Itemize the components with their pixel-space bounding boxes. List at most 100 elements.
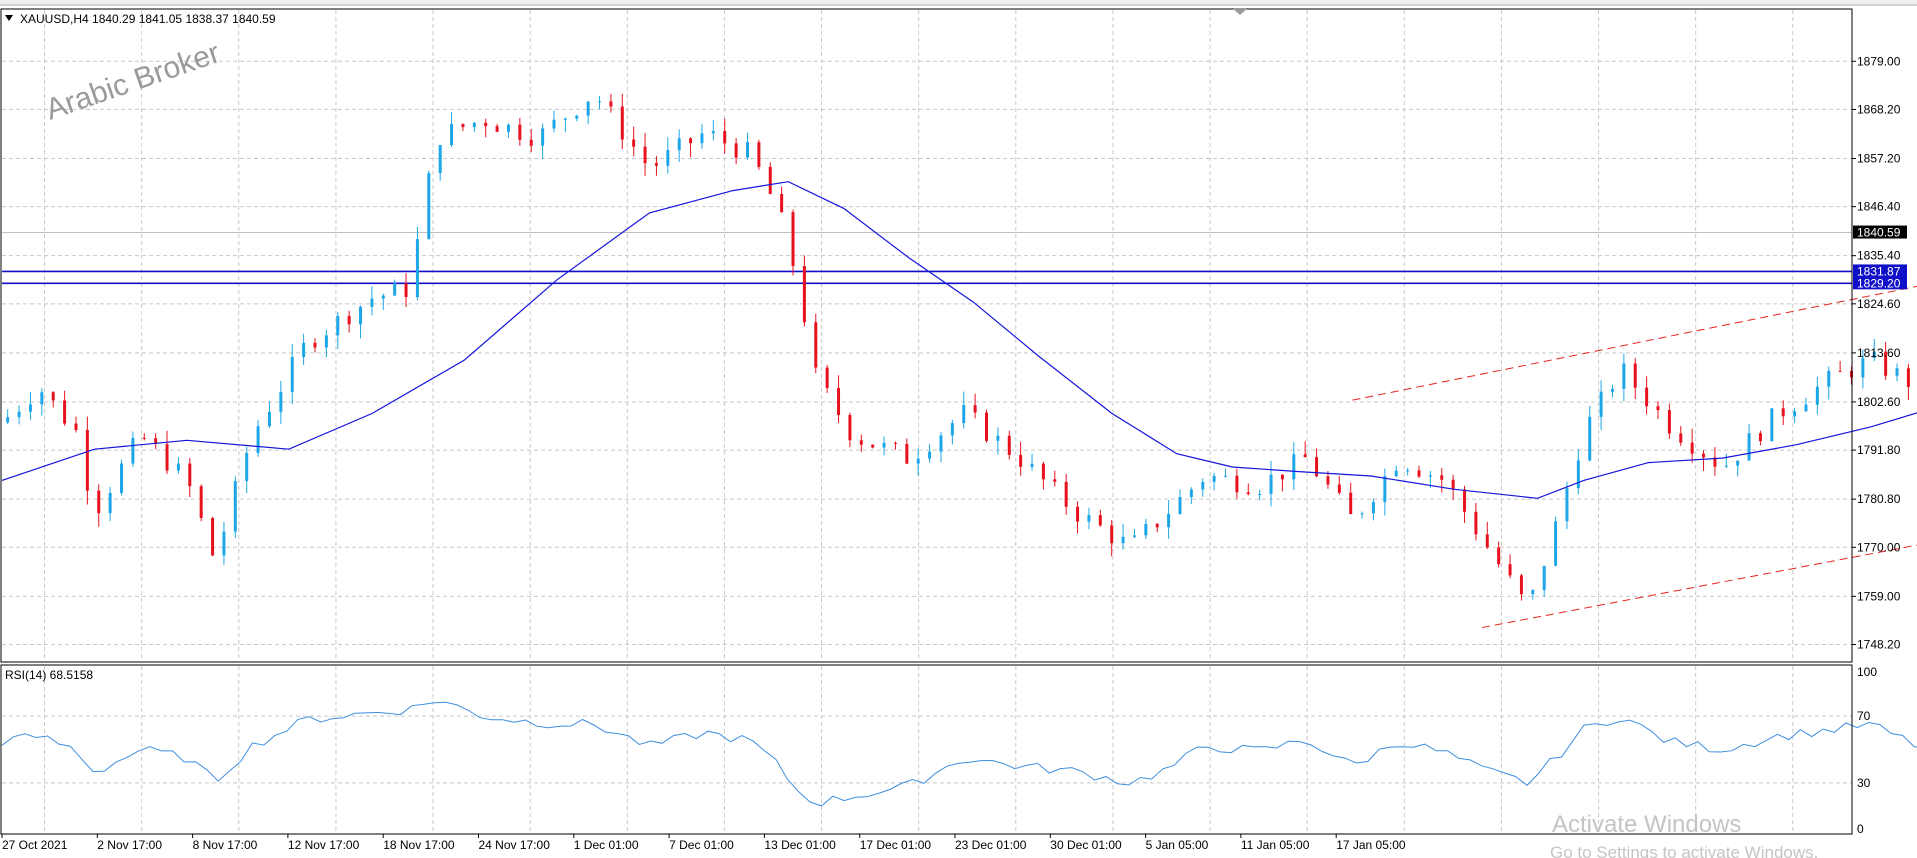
time-axis: 27 Oct 2021 2 Nov 17:00 8 Nov 17:00 12 Nov … xyxy=(1,834,1406,852)
price-axis-label: 1846.40 xyxy=(1857,200,1901,214)
candle-body xyxy=(939,435,943,452)
candle-body xyxy=(1622,363,1626,389)
candle-body xyxy=(245,452,249,482)
price-axis-label: 1759.00 xyxy=(1857,589,1901,603)
candle-body xyxy=(950,423,954,436)
candle-body xyxy=(1451,479,1455,490)
candle-body xyxy=(1371,502,1375,514)
candle-body xyxy=(51,392,55,401)
current-price-badge-bg xyxy=(1853,225,1907,239)
candle-body xyxy=(1303,454,1307,458)
price-axis-label: 1780.80 xyxy=(1857,492,1901,506)
rsi-layer xyxy=(1,701,1917,807)
candle-body xyxy=(1155,523,1159,528)
candle-body xyxy=(1679,433,1683,443)
price-axis-label: 1868.20 xyxy=(1857,102,1901,116)
candle-body xyxy=(359,306,363,325)
candle-body xyxy=(302,342,306,358)
candle-body xyxy=(552,119,556,129)
activate-windows-subtitle: Go to Settings to activate Windows. xyxy=(1550,843,1818,858)
candle-body xyxy=(1702,453,1706,458)
candle-body xyxy=(791,212,795,267)
candle-body xyxy=(848,415,852,441)
time-axis-label: 1 Dec 01:00 xyxy=(574,838,639,852)
candle-body xyxy=(1178,497,1182,514)
candle-body xyxy=(1531,590,1535,595)
price-axis-label: 1857.20 xyxy=(1857,151,1901,165)
time-axis-label: 5 Jan 05:00 xyxy=(1146,838,1209,852)
candle-body xyxy=(1076,506,1080,522)
candle-body xyxy=(1497,547,1501,565)
price-axis-label: 1802.60 xyxy=(1857,395,1901,409)
candle-body xyxy=(1246,492,1250,495)
candle-body xyxy=(563,118,567,120)
candle-body xyxy=(1019,454,1023,467)
candle-body xyxy=(780,193,784,213)
time-axis-label: 17 Dec 01:00 xyxy=(860,838,932,852)
rsi-axis-label: 100 xyxy=(1857,665,1877,679)
price-axis: 1879.00 1868.20 1857.20 1846.40 1835.40 1824.… xyxy=(1852,54,1901,652)
candle-body xyxy=(1383,476,1387,503)
candle-body xyxy=(1132,535,1136,537)
candle-body xyxy=(233,481,237,532)
candle-body xyxy=(529,139,533,146)
price-axis-label: 1879.00 xyxy=(1857,54,1901,68)
candle-body xyxy=(928,451,932,459)
candle-body xyxy=(1724,465,1728,467)
candle-body xyxy=(985,412,989,441)
candle-body xyxy=(757,142,761,167)
time-axis-label: 30 Dec 01:00 xyxy=(1050,838,1122,852)
candle-body xyxy=(131,437,135,464)
candle-body xyxy=(802,266,806,323)
candle-body xyxy=(1610,388,1614,392)
time-axis-label: 8 Nov 17:00 xyxy=(193,838,258,852)
candle-body xyxy=(1656,406,1660,411)
time-axis-label: 18 Nov 17:00 xyxy=(383,838,455,852)
moving-average-line xyxy=(1,181,1917,499)
time-axis-label: 27 Oct 2021 xyxy=(2,838,68,852)
candle-body xyxy=(1417,470,1421,477)
candle-body xyxy=(1315,457,1319,477)
time-axis-label: 24 Nov 17:00 xyxy=(479,838,551,852)
candle-body xyxy=(518,124,522,140)
price-panel-frame xyxy=(0,8,1853,663)
candle-body xyxy=(1872,351,1876,358)
candle-body xyxy=(199,486,203,519)
candle-body xyxy=(1542,565,1546,591)
candle-body xyxy=(677,138,681,151)
chart-menu-triangle-icon[interactable] xyxy=(5,15,13,21)
candle-body xyxy=(1645,387,1649,407)
candle-body xyxy=(1167,513,1171,528)
candle-body xyxy=(438,145,442,174)
candle-body xyxy=(916,458,920,464)
candle-body xyxy=(1440,475,1444,480)
candle-body xyxy=(404,283,408,298)
candle-body xyxy=(1292,454,1296,480)
candle-body xyxy=(689,138,693,144)
price-axis-label: 1835.40 xyxy=(1857,249,1901,263)
candle-body xyxy=(1554,521,1558,566)
candle-body xyxy=(1667,410,1671,434)
trend-line[interactable] xyxy=(1352,0,1917,401)
candle-body xyxy=(1827,370,1831,387)
candle-body xyxy=(541,128,545,146)
candle-body xyxy=(1508,564,1512,576)
candle-body xyxy=(74,423,78,430)
candle-body xyxy=(1053,479,1057,482)
chevron-down-icon[interactable] xyxy=(1232,8,1248,15)
trend-lines xyxy=(1352,0,1917,629)
candle-body xyxy=(768,166,772,194)
candle-body xyxy=(1189,489,1193,498)
candle-body xyxy=(1736,460,1740,466)
candle-body xyxy=(643,146,647,164)
candle-body xyxy=(176,463,180,471)
candle-body xyxy=(1406,470,1410,472)
candle-body xyxy=(723,131,727,144)
candle-body xyxy=(142,437,146,439)
candle-body xyxy=(461,123,465,128)
candle-body xyxy=(222,531,226,556)
candle-body xyxy=(871,444,875,448)
candle-body xyxy=(1098,515,1102,526)
